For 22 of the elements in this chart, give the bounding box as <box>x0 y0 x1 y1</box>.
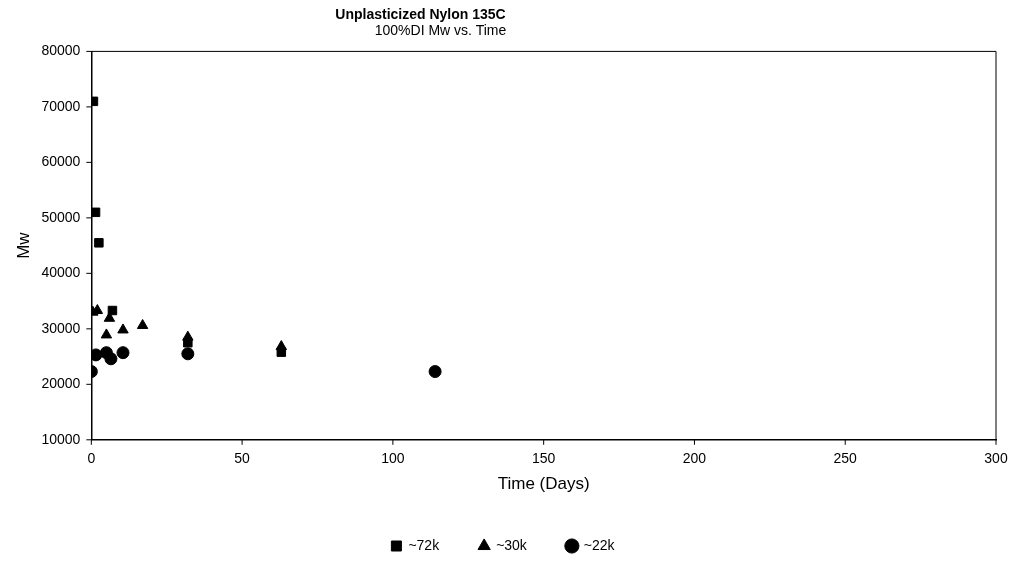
x-axis-title: Time (Days) <box>497 474 590 494</box>
y-tick-label: 20000 <box>41 375 81 392</box>
y-tick-label: 70000 <box>41 97 81 114</box>
x-tick-label: 100 <box>381 450 405 467</box>
x-tick-label: 250 <box>833 450 858 467</box>
y-tick-label: 60000 <box>41 153 81 170</box>
legend-label: ~22k <box>583 536 616 553</box>
legend-label: ~30k <box>496 536 528 553</box>
y-tick-label: 40000 <box>41 264 81 281</box>
chart-subtitle: 100%DI Mw vs. Time <box>373 22 508 38</box>
legend-label: ~72k <box>408 536 441 553</box>
x-tick-label: 150 <box>531 450 556 467</box>
y-tick-label: 30000 <box>41 319 81 336</box>
x-tick-label: 0 <box>87 450 96 467</box>
x-tick-label: 200 <box>682 450 707 467</box>
chart-title: Unplasticized Nylon 135C <box>334 6 507 22</box>
x-tick-label: 300 <box>984 450 1008 467</box>
y-tick-label: 10000 <box>41 430 81 447</box>
x-tick-label: 50 <box>234 450 251 467</box>
y-tick-label: 80000 <box>41 42 81 59</box>
y-tick-label: 50000 <box>41 208 81 225</box>
y-axis-title: Mw <box>13 231 33 259</box>
